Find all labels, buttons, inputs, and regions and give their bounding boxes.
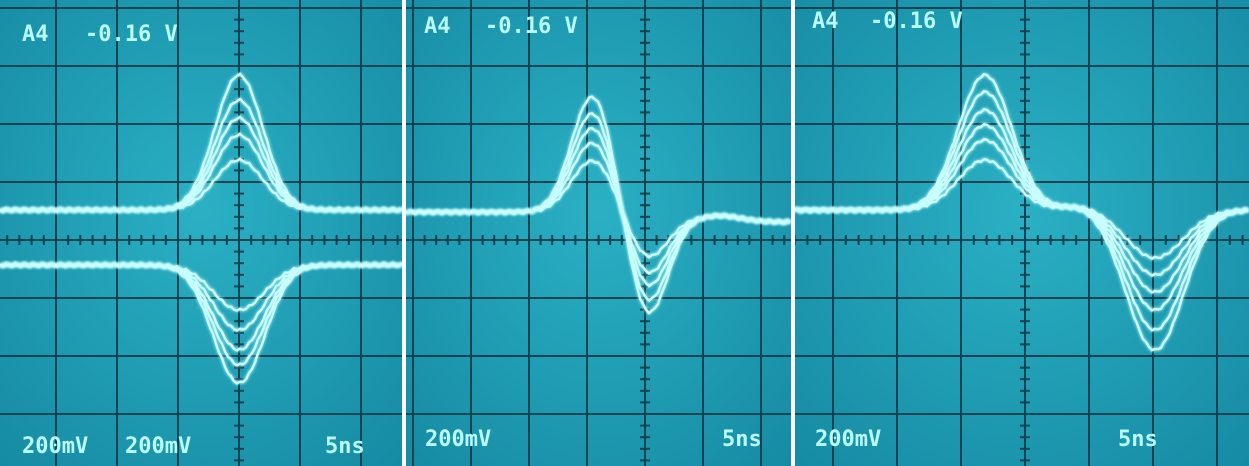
offset: -0.16 V [85,22,178,47]
scope-photos: A4 -0.16 V 200mV 200mV 5ns A4 -0.16 V 20… [0,0,1249,466]
screen [0,0,402,466]
channel: A4 [424,14,451,39]
offset: -0.16 V [485,14,578,39]
timebase: 5ns [1118,427,1158,452]
timebase: 5ns [325,434,365,459]
scale: 200mV [425,427,491,452]
scope-panel [0,0,402,466]
scale: 200mV [22,434,88,459]
screen [406,0,791,466]
offset: -0.16 V [870,9,963,34]
screen [795,0,1249,466]
timebase: 5ns [722,427,762,452]
channel: A4 [22,22,49,47]
scale: 200mV [125,434,191,459]
scale: 200mV [815,427,881,452]
channel: A4 [812,9,839,34]
